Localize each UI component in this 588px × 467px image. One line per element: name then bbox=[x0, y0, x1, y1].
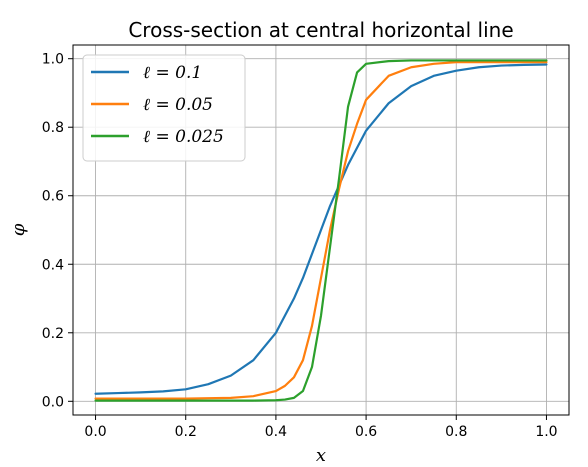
chart-title: Cross-section at central horizontal line bbox=[128, 18, 513, 42]
x-tick-label: 1.0 bbox=[535, 424, 557, 440]
y-tick-label: 0.0 bbox=[42, 394, 64, 410]
x-tick-label: 0.6 bbox=[355, 424, 377, 440]
legend-label: ℓ = 0.05 bbox=[143, 95, 213, 115]
y-tick-label: 0.4 bbox=[42, 257, 64, 273]
series-line-1 bbox=[94, 63, 548, 395]
x-tick-label: 0.0 bbox=[84, 424, 106, 440]
series-lines bbox=[94, 59, 548, 402]
y-tick-label: 0.6 bbox=[42, 189, 64, 205]
x-tick-label: 0.2 bbox=[175, 424, 197, 440]
legend-label: ℓ = 0.1 bbox=[143, 63, 202, 83]
plot-frame bbox=[72, 44, 570, 416]
legend-box bbox=[82, 54, 246, 162]
legend-label: ℓ = 0.025 bbox=[143, 127, 224, 147]
y-tick-label: 0.8 bbox=[42, 120, 64, 136]
axis-ticks: 0.0 0.2 0.4 0.6 0.8 1.0 0.0 0.2 0.4 0.6 0.8 1.0 bbox=[42, 52, 558, 440]
y-tick-label: 0.2 bbox=[42, 326, 64, 342]
x-tick-label: 0.8 bbox=[445, 424, 467, 440]
grid bbox=[73, 45, 569, 415]
series-line-3 bbox=[94, 59, 548, 402]
x-axis-label: x bbox=[316, 445, 326, 466]
x-tick-label: 0.4 bbox=[265, 424, 287, 440]
y-axis-label: φ bbox=[8, 223, 29, 236]
y-tick-label: 1.0 bbox=[42, 52, 64, 68]
legend: ℓ = 0.1 ℓ = 0.05 ℓ = 0.025 bbox=[82, 54, 246, 162]
series-line-2 bbox=[94, 61, 548, 400]
